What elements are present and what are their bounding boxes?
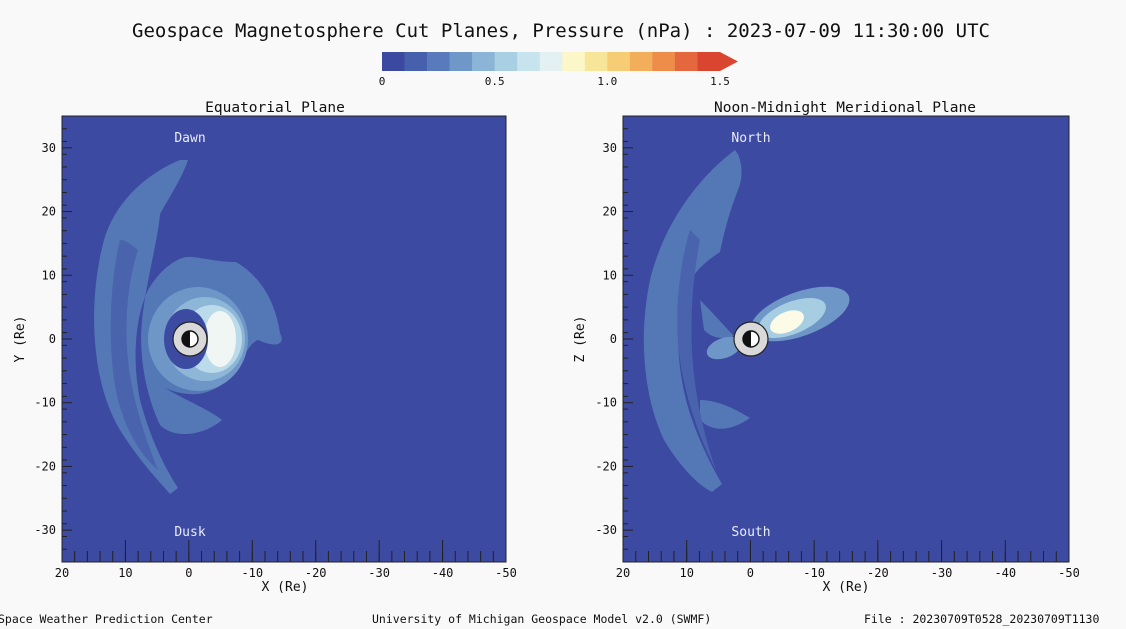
x-tick-label: -50 <box>495 566 517 580</box>
y-tick-label: 10 <box>42 268 56 282</box>
colorbar-segment <box>584 52 608 71</box>
x-tick-label: -50 <box>1058 566 1080 580</box>
y-tick-label: 30 <box>603 141 617 155</box>
x-axis-label-equatorial: X (Re) <box>262 580 309 595</box>
x-tick-label: 20 <box>616 566 630 580</box>
y-tick-label: 0 <box>610 332 617 346</box>
equatorial-plane-panel: Dawn Dusk 20 10 0 -10 -20 -30 -40 -50 30 20 10 0 -10… <box>13 115 517 595</box>
colorbar-segment <box>629 52 653 71</box>
panel-title-meridional: Noon-Midnight Meridional Plane <box>714 100 976 116</box>
south-label: South <box>731 525 770 540</box>
figure: Geospace Magnetosphere Cut Planes, Press… <box>13 20 1080 595</box>
colorbar-segment <box>652 52 676 71</box>
colorbar-segment <box>472 52 495 71</box>
y-tick-label: 0 <box>49 332 56 346</box>
y-tick-label: -10 <box>34 396 56 410</box>
magnetosheath-region <box>643 150 750 492</box>
y-tick-label: 20 <box>603 205 617 219</box>
meridional-plane-panel: North South 20 10 0 -10 -20 -30 -40 -50 30 20 10 0 -… <box>573 115 1080 595</box>
planet-meridional <box>733 321 769 357</box>
x-tick-label: 20 <box>55 566 69 580</box>
x-axis-label-meridional: X (Re) <box>823 580 870 595</box>
y-tick-label: -30 <box>595 523 617 537</box>
axes-equatorial: 20 10 0 -10 -20 -30 -40 -50 30 20 10 0 -10 -20 -30 <box>34 115 517 580</box>
y-tick-label: -20 <box>34 459 56 473</box>
y-tick-label: -20 <box>595 459 617 473</box>
magnetosheath-inner-lobe <box>110 240 158 470</box>
x-tick-label: -40 <box>994 566 1016 580</box>
axes-meridional: 20 10 0 -10 -20 -30 -40 -50 30 20 10 0 -10 -20 -30 <box>595 115 1080 580</box>
y-tick-label: -30 <box>34 523 56 537</box>
x-tick-label: 10 <box>118 566 132 580</box>
colorbar-segment <box>382 52 405 71</box>
colorbar-segment <box>674 52 698 71</box>
x-tick-label: -20 <box>305 566 327 580</box>
colorbar-segment <box>494 52 518 71</box>
nightside-peak <box>770 310 804 334</box>
colorbar-segment <box>562 52 586 71</box>
y-tick-label: -10 <box>595 396 617 410</box>
dusk-label: Dusk <box>174 525 205 540</box>
x-tick-label: -10 <box>803 566 825 580</box>
x-tick-label: -30 <box>931 566 953 580</box>
colorbar-tick-label: 1.5 <box>710 75 730 88</box>
x-tick-label: -30 <box>368 566 390 580</box>
figure-title: Geospace Magnetosphere Cut Planes, Press… <box>132 20 990 42</box>
x-tick-label: -10 <box>241 566 263 580</box>
y-tick-label: 30 <box>42 141 56 155</box>
colorbar-tick-label: 1.0 <box>597 75 617 88</box>
colorbar: 0 0.5 1.0 1.5 <box>379 52 738 88</box>
footer-right: File : 20230709T0528_20230709T1130 <box>864 612 1100 626</box>
z-axis-label-meridional: Z (Re) <box>573 316 588 363</box>
dayside-peak <box>204 311 236 367</box>
colorbar-tick-label: 0 <box>379 75 386 88</box>
colorbar-segment <box>449 52 473 71</box>
x-tick-label: 10 <box>679 566 693 580</box>
colorbar-segment <box>427 52 450 71</box>
colorbar-segment <box>517 52 541 71</box>
dawn-label: Dawn <box>174 131 205 146</box>
y-tick-label: 10 <box>603 268 617 282</box>
x-tick-label: 0 <box>747 566 754 580</box>
y-tick-label: 20 <box>42 205 56 219</box>
dayside-lobe <box>706 336 742 360</box>
x-tick-label: -20 <box>867 566 889 580</box>
colorbar-segment <box>404 52 428 71</box>
colorbar-extend-arrow <box>720 52 738 71</box>
colorbar-segment <box>539 52 563 71</box>
x-tick-label: 0 <box>185 566 192 580</box>
colorbar-segment <box>607 52 631 71</box>
lobe-upper-band <box>677 230 716 470</box>
planet-equatorial <box>172 321 208 357</box>
colorbar-tick-label: 0.5 <box>485 75 505 88</box>
x-tick-label: -40 <box>432 566 454 580</box>
panel-title-equatorial: Equatorial Plane <box>205 100 345 116</box>
footer-center: University of Michigan Geospace Model v2… <box>372 612 712 626</box>
north-label: North <box>731 131 770 146</box>
footer-left: Space Weather Prediction Center <box>0 612 213 626</box>
colorbar-segment <box>697 52 721 71</box>
y-axis-label-equatorial: Y (Re) <box>13 316 28 363</box>
